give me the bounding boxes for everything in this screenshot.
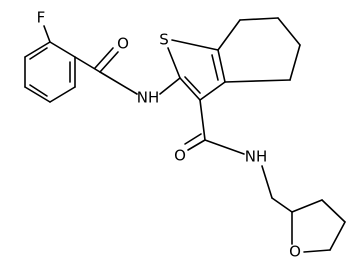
bond: [184, 76, 201, 94]
bond: [29, 84, 48, 97]
bond: [43, 25, 51, 43]
bond: [291, 199, 323, 213]
atom-label: O: [289, 243, 301, 261]
bond: [184, 133, 202, 145]
bond: [261, 165, 273, 199]
bond: [303, 249, 331, 253]
atom-label: NH: [245, 148, 268, 166]
bond: [211, 54, 219, 81]
bond: [24, 41, 51, 58]
bond: [199, 99, 206, 141]
atom-label: O: [117, 35, 129, 53]
bond: [224, 79, 291, 83]
bond: [204, 139, 245, 155]
bonds: [24, 17, 346, 253]
bond: [187, 139, 206, 151]
bond: [271, 197, 293, 213]
bond: [74, 56, 101, 73]
atom-label: O: [174, 147, 186, 165]
bond: [99, 71, 138, 95]
bond: [289, 44, 301, 81]
bond: [329, 221, 346, 251]
atom-label: S: [159, 31, 169, 49]
bond: [29, 47, 48, 60]
bond: [217, 49, 226, 83]
bond: [99, 51, 119, 73]
bond: [277, 17, 301, 46]
bond: [49, 86, 76, 103]
bond: [199, 81, 226, 101]
bond: [217, 19, 241, 51]
bond: [94, 47, 114, 69]
bond: [171, 39, 219, 51]
atom-labels: F O NH S O NH O: [37, 9, 301, 261]
bond: [321, 199, 346, 223]
bond: [24, 86, 51, 103]
bond: [179, 77, 201, 101]
bond: [167, 47, 181, 79]
bond: [49, 41, 76, 58]
atom-label: F: [37, 9, 46, 27]
bond: [239, 17, 279, 21]
bond: [159, 77, 181, 95]
atom-label: NH: [137, 89, 160, 107]
